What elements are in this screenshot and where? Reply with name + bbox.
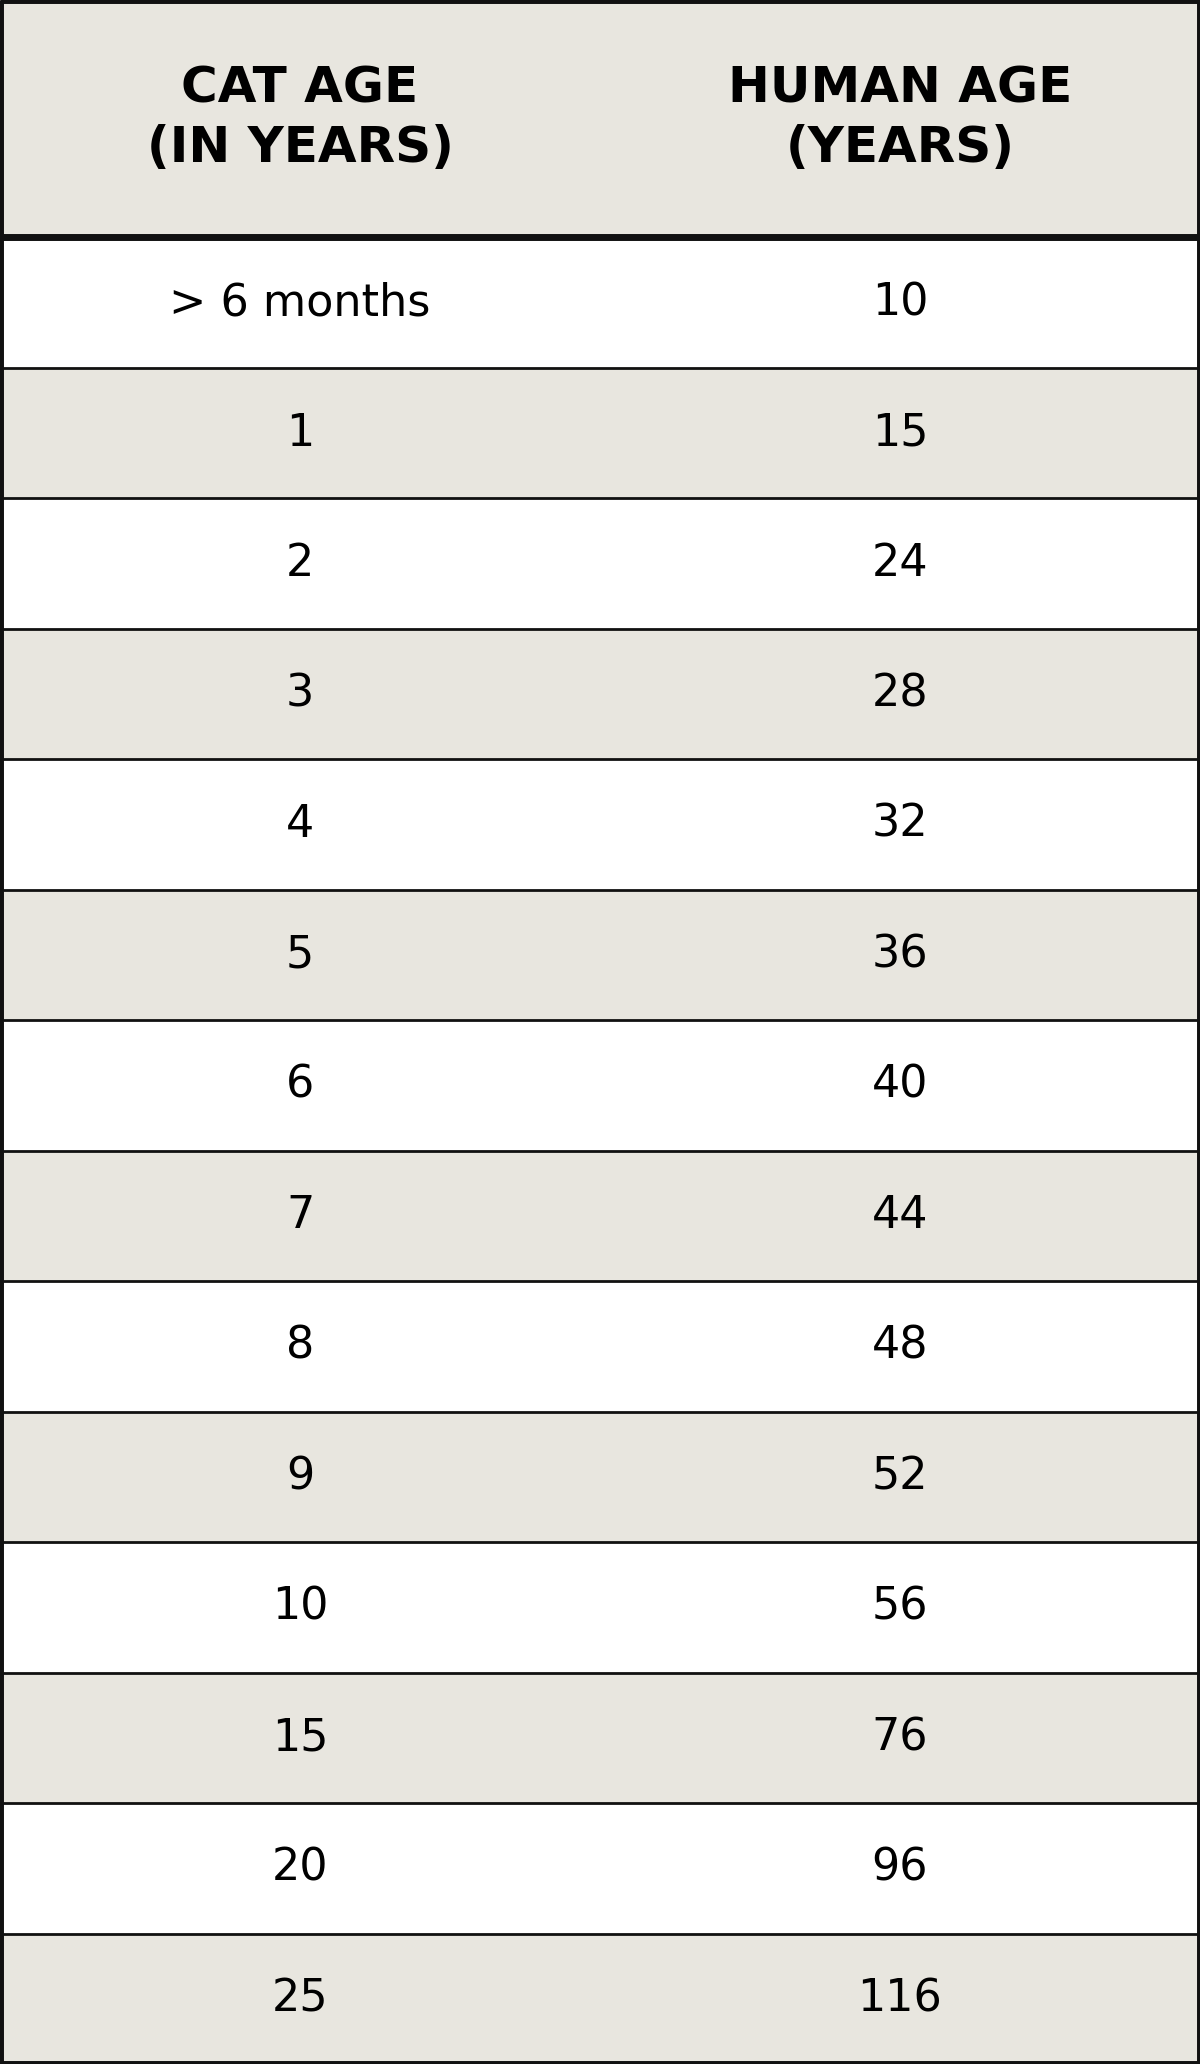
Bar xyxy=(0,1672,1200,1804)
Bar xyxy=(0,1934,1200,2064)
Text: 36: 36 xyxy=(871,933,929,976)
Text: 1: 1 xyxy=(286,411,314,454)
Text: 20: 20 xyxy=(271,1847,329,1891)
Text: 2: 2 xyxy=(286,543,314,584)
Bar xyxy=(0,237,1200,367)
Text: 96: 96 xyxy=(871,1847,929,1891)
Text: 8: 8 xyxy=(286,1325,314,1368)
Bar xyxy=(0,367,1200,497)
Text: 9: 9 xyxy=(286,1455,314,1498)
Text: 40: 40 xyxy=(871,1063,929,1106)
Text: 76: 76 xyxy=(871,1717,929,1759)
Text: 52: 52 xyxy=(871,1455,929,1498)
Text: 28: 28 xyxy=(871,673,929,716)
Bar xyxy=(0,630,1200,760)
Text: 3: 3 xyxy=(286,673,314,716)
Text: 10: 10 xyxy=(871,281,929,324)
Text: 25: 25 xyxy=(271,1977,329,2021)
Text: 4: 4 xyxy=(286,803,314,846)
Text: 56: 56 xyxy=(871,1585,929,1628)
Bar xyxy=(0,1542,1200,1672)
Bar xyxy=(0,0,1200,237)
Bar xyxy=(0,497,1200,630)
Text: > 6 months: > 6 months xyxy=(169,281,431,324)
Text: 44: 44 xyxy=(871,1195,929,1238)
Bar xyxy=(0,760,1200,890)
Text: 15: 15 xyxy=(271,1717,329,1759)
Text: CAT AGE
(IN YEARS): CAT AGE (IN YEARS) xyxy=(146,64,454,173)
Text: 5: 5 xyxy=(286,933,314,976)
Bar xyxy=(0,1020,1200,1150)
Bar xyxy=(0,1804,1200,1934)
Text: 10: 10 xyxy=(271,1585,329,1628)
Bar xyxy=(0,890,1200,1020)
Text: 24: 24 xyxy=(871,543,929,584)
Text: HUMAN AGE
(YEARS): HUMAN AGE (YEARS) xyxy=(728,64,1072,173)
Text: 48: 48 xyxy=(871,1325,929,1368)
Bar xyxy=(0,1282,1200,1412)
Text: 15: 15 xyxy=(871,411,929,454)
Text: 32: 32 xyxy=(871,803,929,846)
Text: 7: 7 xyxy=(286,1195,314,1238)
Bar xyxy=(0,1412,1200,1542)
Bar xyxy=(0,1150,1200,1282)
Text: 6: 6 xyxy=(286,1063,314,1106)
Text: 116: 116 xyxy=(858,1977,942,2021)
